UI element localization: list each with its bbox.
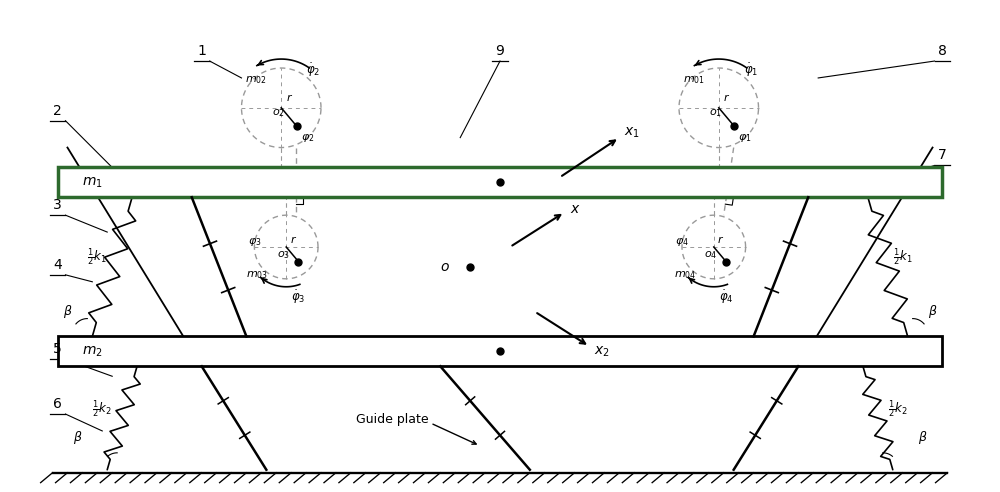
Text: 1: 1: [197, 44, 206, 58]
Text: 7: 7: [938, 149, 947, 162]
Text: $\varphi_2$: $\varphi_2$: [301, 132, 314, 144]
Text: $m_{04}$: $m_{04}$: [674, 269, 696, 281]
Text: 8: 8: [938, 44, 947, 58]
Text: $\beta$: $\beta$: [73, 430, 82, 446]
Text: $m_{03}$: $m_{03}$: [246, 269, 268, 281]
Text: $x_2$: $x_2$: [594, 344, 610, 359]
Text: $\varphi_4$: $\varphi_4$: [675, 236, 689, 248]
Text: $m_{02}$: $m_{02}$: [245, 74, 267, 86]
Text: $o_3$: $o_3$: [277, 249, 290, 261]
Text: 9: 9: [496, 44, 504, 58]
Text: $\varphi_1$: $\varphi_1$: [738, 132, 752, 144]
Text: $\frac{1}{2}k_2$: $\frac{1}{2}k_2$: [888, 399, 908, 421]
Text: $x$: $x$: [570, 202, 580, 216]
Text: $\varphi_3$: $\varphi_3$: [248, 236, 261, 248]
Text: 4: 4: [53, 258, 62, 272]
Text: $r$: $r$: [290, 234, 297, 245]
Text: $\beta$: $\beta$: [928, 303, 937, 320]
Text: 5: 5: [53, 342, 62, 356]
Text: $o_4$: $o_4$: [704, 249, 717, 261]
Text: $\beta$: $\beta$: [918, 430, 927, 446]
Text: $x_1$: $x_1$: [624, 125, 640, 140]
Text: $m_{01}$: $m_{01}$: [683, 74, 705, 86]
Text: 2: 2: [53, 104, 62, 118]
Bar: [58, 167, 942, 197]
Text: $\dot{\varphi}_3$: $\dot{\varphi}_3$: [291, 289, 306, 306]
Bar: [58, 337, 942, 367]
Text: $m_2$: $m_2$: [82, 344, 103, 359]
Text: $r$: $r$: [723, 92, 730, 103]
Text: $o_1$: $o_1$: [709, 107, 722, 119]
Text: Guide plate: Guide plate: [356, 412, 428, 426]
Text: 6: 6: [53, 397, 62, 411]
Text: $\dot{\varphi}_4$: $\dot{\varphi}_4$: [719, 289, 733, 306]
Text: 3: 3: [53, 198, 62, 212]
Text: $r$: $r$: [717, 234, 724, 245]
Text: $\frac{1}{2}k_1$: $\frac{1}{2}k_1$: [893, 246, 913, 268]
Text: $\beta$: $\beta$: [63, 303, 72, 320]
Text: $o_2$: $o_2$: [272, 107, 285, 119]
Text: $\frac{1}{2}k_1$: $\frac{1}{2}k_1$: [87, 246, 107, 268]
Text: $\dot{\varphi}_2$: $\dot{\varphi}_2$: [306, 62, 320, 79]
Text: $r$: $r$: [286, 92, 293, 103]
Text: $\dot{\varphi}_1$: $\dot{\varphi}_1$: [744, 62, 758, 79]
Text: $m_1$: $m_1$: [82, 175, 103, 189]
Text: $\frac{1}{2}k_2$: $\frac{1}{2}k_2$: [92, 399, 112, 421]
Text: $o$: $o$: [440, 260, 450, 274]
